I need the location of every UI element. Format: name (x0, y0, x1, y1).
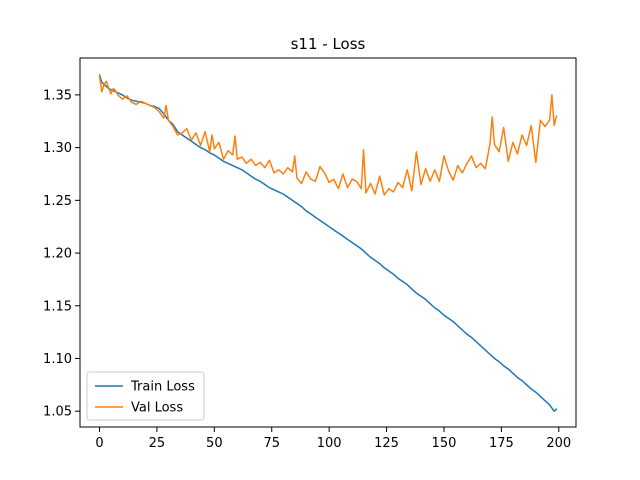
x-tick-label: 75 (263, 436, 280, 451)
y-tick-label: 1.05 (43, 405, 72, 420)
series-layer (98, 74, 558, 412)
axes-frame (79, 57, 577, 428)
x-tick-label: 175 (489, 436, 514, 451)
y-tick-label: 1.25 (43, 194, 72, 209)
x-tick-label: 150 (432, 436, 457, 451)
train-loss-line (98, 74, 558, 412)
legend: Train Loss Val Loss (86, 371, 205, 421)
x-tick-label: 0 (95, 436, 103, 451)
y-tick-label: 1.30 (43, 141, 72, 156)
val-loss-line (98, 75, 558, 196)
legend-label-train-loss: Train Loss (130, 380, 195, 395)
x-tick-label: 125 (374, 436, 399, 451)
y-tick-label: 1.35 (43, 88, 72, 103)
y-tick-label: 1.10 (43, 352, 72, 367)
x-tick-label: 100 (317, 436, 342, 451)
y-tick-label: 1.15 (43, 299, 72, 314)
x-tick-label: 200 (546, 436, 571, 451)
y-tick-label: 1.20 (43, 247, 72, 262)
legend-box (86, 371, 205, 421)
legend-label-val-loss: Val Loss (131, 401, 183, 416)
x-tick-label: 50 (206, 436, 223, 451)
x-axis: 0 25 50 75 100 125 150 175 200 (95, 427, 571, 451)
chart-title: s11 - Loss (291, 35, 366, 53)
x-tick-label: 25 (149, 436, 166, 451)
y-axis: 1.05 1.10 1.15 1.20 1.25 1.30 1.35 (43, 88, 80, 420)
